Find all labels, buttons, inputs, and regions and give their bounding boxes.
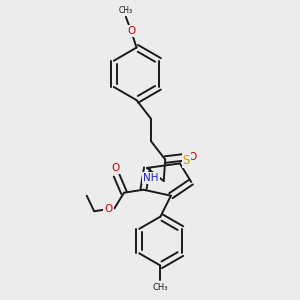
Text: CH₃: CH₃ [119, 6, 133, 15]
Text: O: O [111, 163, 119, 173]
Text: CH₃: CH₃ [153, 283, 168, 292]
Text: O: O [104, 204, 112, 214]
Text: S: S [183, 154, 190, 167]
Text: O: O [188, 152, 196, 162]
Text: O: O [127, 26, 135, 36]
Text: NH: NH [143, 173, 159, 183]
